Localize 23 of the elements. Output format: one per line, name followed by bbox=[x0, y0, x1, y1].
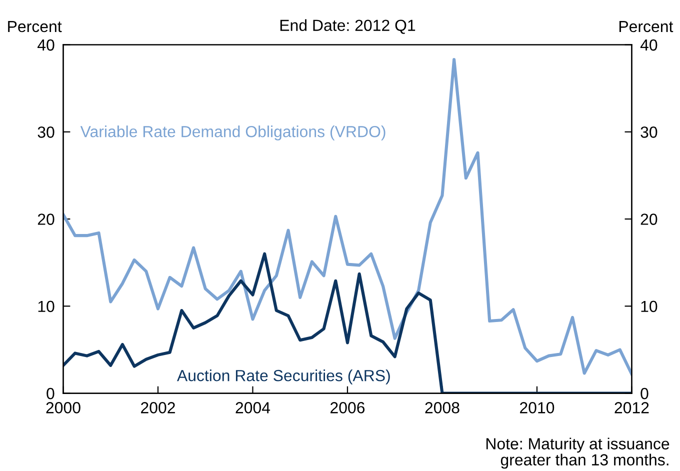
text: Variable Rate Demand Obligations (VRDO) bbox=[80, 126, 386, 140]
text: Note: Maturity at issuance greater than 13 months. bbox=[486, 438, 670, 469]
chart-title: End Date: 2012 Q1 bbox=[280, 19, 416, 34]
y2-tick-label: 40 bbox=[640, 39, 658, 51]
series-label: Auction Rate Securities (ARS) bbox=[176, 370, 390, 384]
y-tick-label: 40 bbox=[38, 39, 54, 51]
y2-tick-label: 10 bbox=[641, 300, 658, 312]
y2-axis-title: Percent bbox=[619, 21, 674, 32]
y2-tick-label: 20 bbox=[640, 214, 658, 225]
x-tick-label: 2012 bbox=[614, 402, 649, 414]
x-tick-label: 2010 bbox=[520, 402, 554, 414]
x-tick-label: 2008 bbox=[425, 402, 460, 414]
y-tick-label: 0 bbox=[46, 388, 54, 400]
x-tick-label: 2000 bbox=[46, 402, 80, 414]
x-tick-label: 2004 bbox=[236, 402, 270, 414]
y-tick-label: 20 bbox=[38, 214, 54, 225]
y-tick-label: 10 bbox=[38, 300, 54, 312]
y2-tick-label: 30 bbox=[640, 126, 658, 138]
x-tick-label: 2002 bbox=[141, 402, 175, 414]
y-tick-label: 30 bbox=[38, 126, 54, 138]
x-tick-label: 2006 bbox=[330, 402, 365, 414]
y2-tick-label: 0 bbox=[640, 388, 648, 400]
y-axis-title: Percent bbox=[8, 21, 62, 32]
